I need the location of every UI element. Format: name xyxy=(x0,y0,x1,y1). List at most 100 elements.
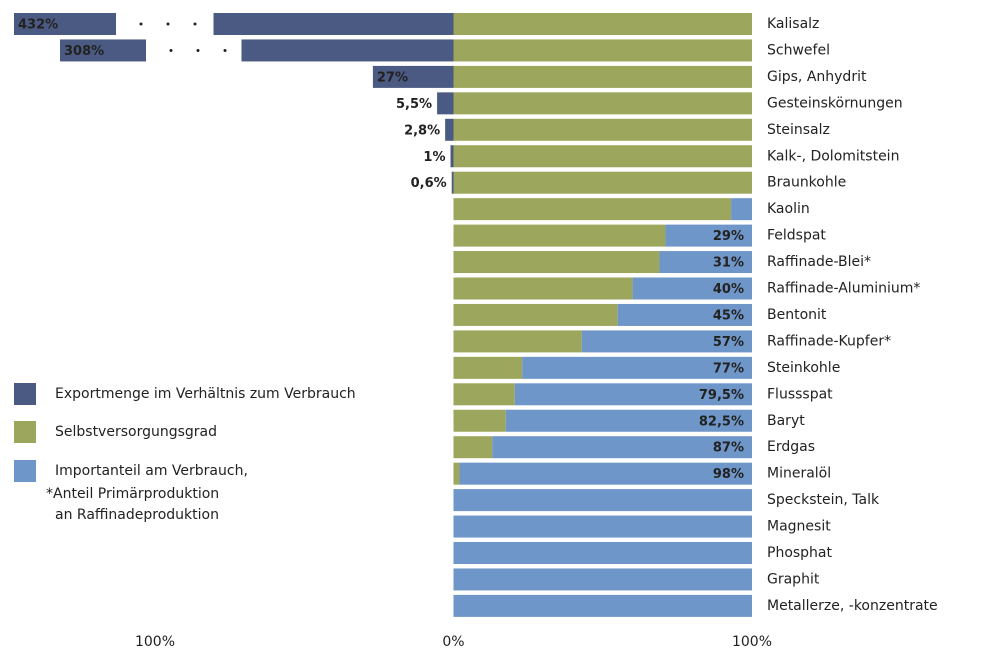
bar xyxy=(459,462,752,485)
category-label: Graphit xyxy=(767,571,820,587)
category-label: Metallerze, -konzentrate xyxy=(767,598,938,614)
category-label: Kaolin xyxy=(767,201,810,217)
value-label: 40% xyxy=(713,282,744,297)
bar xyxy=(453,383,515,406)
bar xyxy=(632,277,752,300)
legend-label: Importanteil am Verbrauch, xyxy=(55,463,248,479)
label-box xyxy=(14,13,116,35)
bar xyxy=(453,436,493,459)
category-label: Raffinade-Aluminium* xyxy=(767,281,920,297)
legend-note: an Raffinadeproduktion xyxy=(55,507,219,523)
category-label: Phosphat xyxy=(767,545,833,561)
category-label: Bentonit xyxy=(767,307,827,323)
category-label: Steinsalz xyxy=(767,122,830,138)
bar xyxy=(451,171,454,194)
bar xyxy=(453,542,752,564)
legend-label: Exportmenge im Verhältnis zum Verbrauch xyxy=(55,386,356,402)
bar xyxy=(453,356,523,379)
bar xyxy=(581,330,752,353)
bar xyxy=(453,462,460,485)
category-label: Raffinade-Kupfer* xyxy=(767,333,891,349)
bar xyxy=(514,383,752,406)
bar xyxy=(522,356,752,379)
category-label: Schwefel xyxy=(767,42,830,58)
bar xyxy=(659,251,752,274)
bar xyxy=(445,118,454,141)
value-label: 1% xyxy=(423,150,445,165)
legend-label: Selbstversorgungsgrad xyxy=(55,424,217,440)
bar xyxy=(492,436,752,459)
x-tick-label: 100% xyxy=(732,634,772,650)
category-label: Mineralöl xyxy=(767,466,831,482)
category-label: Magnesit xyxy=(767,519,831,535)
bar xyxy=(453,13,752,35)
category-label: Kalisalz xyxy=(767,16,819,32)
value-label: 5,5% xyxy=(396,97,432,112)
bar xyxy=(453,277,633,300)
category-label: Steinkohle xyxy=(767,360,840,376)
break-dot xyxy=(193,22,197,26)
value-label: 77% xyxy=(713,361,744,376)
value-label: 0,6% xyxy=(411,176,447,191)
bar xyxy=(453,515,752,538)
bar xyxy=(453,303,618,326)
value-label: 2,8% xyxy=(404,123,440,138)
value-label: 29% xyxy=(713,229,744,244)
bar xyxy=(453,145,752,168)
x-tick-label: 100% xyxy=(135,634,175,650)
bar xyxy=(437,92,454,115)
bar xyxy=(450,145,454,168)
value-label: 308% xyxy=(64,44,104,59)
bar xyxy=(453,198,732,221)
category-label: Raffinade-Blei* xyxy=(767,254,871,270)
break-dot xyxy=(166,22,170,26)
label-box xyxy=(60,39,146,62)
bar xyxy=(453,409,506,432)
break-dot xyxy=(169,48,173,52)
value-label: 79,5% xyxy=(699,388,744,403)
category-label: Feldspat xyxy=(767,228,826,244)
legend-swatch xyxy=(14,383,36,405)
break-dot xyxy=(139,22,143,26)
bar xyxy=(213,13,454,35)
bar xyxy=(453,171,752,194)
value-label: 57% xyxy=(713,335,744,350)
bar xyxy=(372,65,454,88)
value-label: 98% xyxy=(713,467,744,482)
category-label: Gips, Anhydrit xyxy=(767,69,867,85)
bar xyxy=(453,489,752,512)
legend-swatch xyxy=(14,421,36,443)
x-tick-label: 0% xyxy=(442,634,464,650)
bar xyxy=(453,330,582,353)
bar xyxy=(453,568,752,591)
value-label: 45% xyxy=(713,308,744,323)
bar xyxy=(731,198,752,221)
bar xyxy=(453,251,660,274)
value-label: 82,5% xyxy=(699,414,744,429)
legend-swatch xyxy=(14,460,36,482)
bar xyxy=(453,92,752,115)
category-label: Erdgas xyxy=(767,439,815,455)
bar xyxy=(505,409,752,432)
break-dot xyxy=(223,48,227,52)
value-label: 31% xyxy=(713,256,744,271)
category-label: Baryt xyxy=(767,413,805,429)
break-dot xyxy=(196,48,200,52)
bar xyxy=(453,224,666,247)
bar xyxy=(453,65,752,88)
bar xyxy=(453,594,752,617)
value-label: 27% xyxy=(377,70,408,85)
bar xyxy=(241,39,454,62)
category-label: Braunkohle xyxy=(767,175,846,191)
category-label: Speckstein, Talk xyxy=(767,492,880,508)
value-label: 432% xyxy=(18,18,58,33)
category-label: Flussspat xyxy=(767,386,833,402)
bar xyxy=(453,118,752,141)
value-label: 87% xyxy=(713,441,744,456)
bar xyxy=(617,303,752,326)
category-label: Kalk-, Dolomitstein xyxy=(767,148,899,164)
bar xyxy=(665,224,752,247)
legend-note: *Anteil Primärproduktion xyxy=(46,486,219,502)
bar xyxy=(453,39,752,62)
